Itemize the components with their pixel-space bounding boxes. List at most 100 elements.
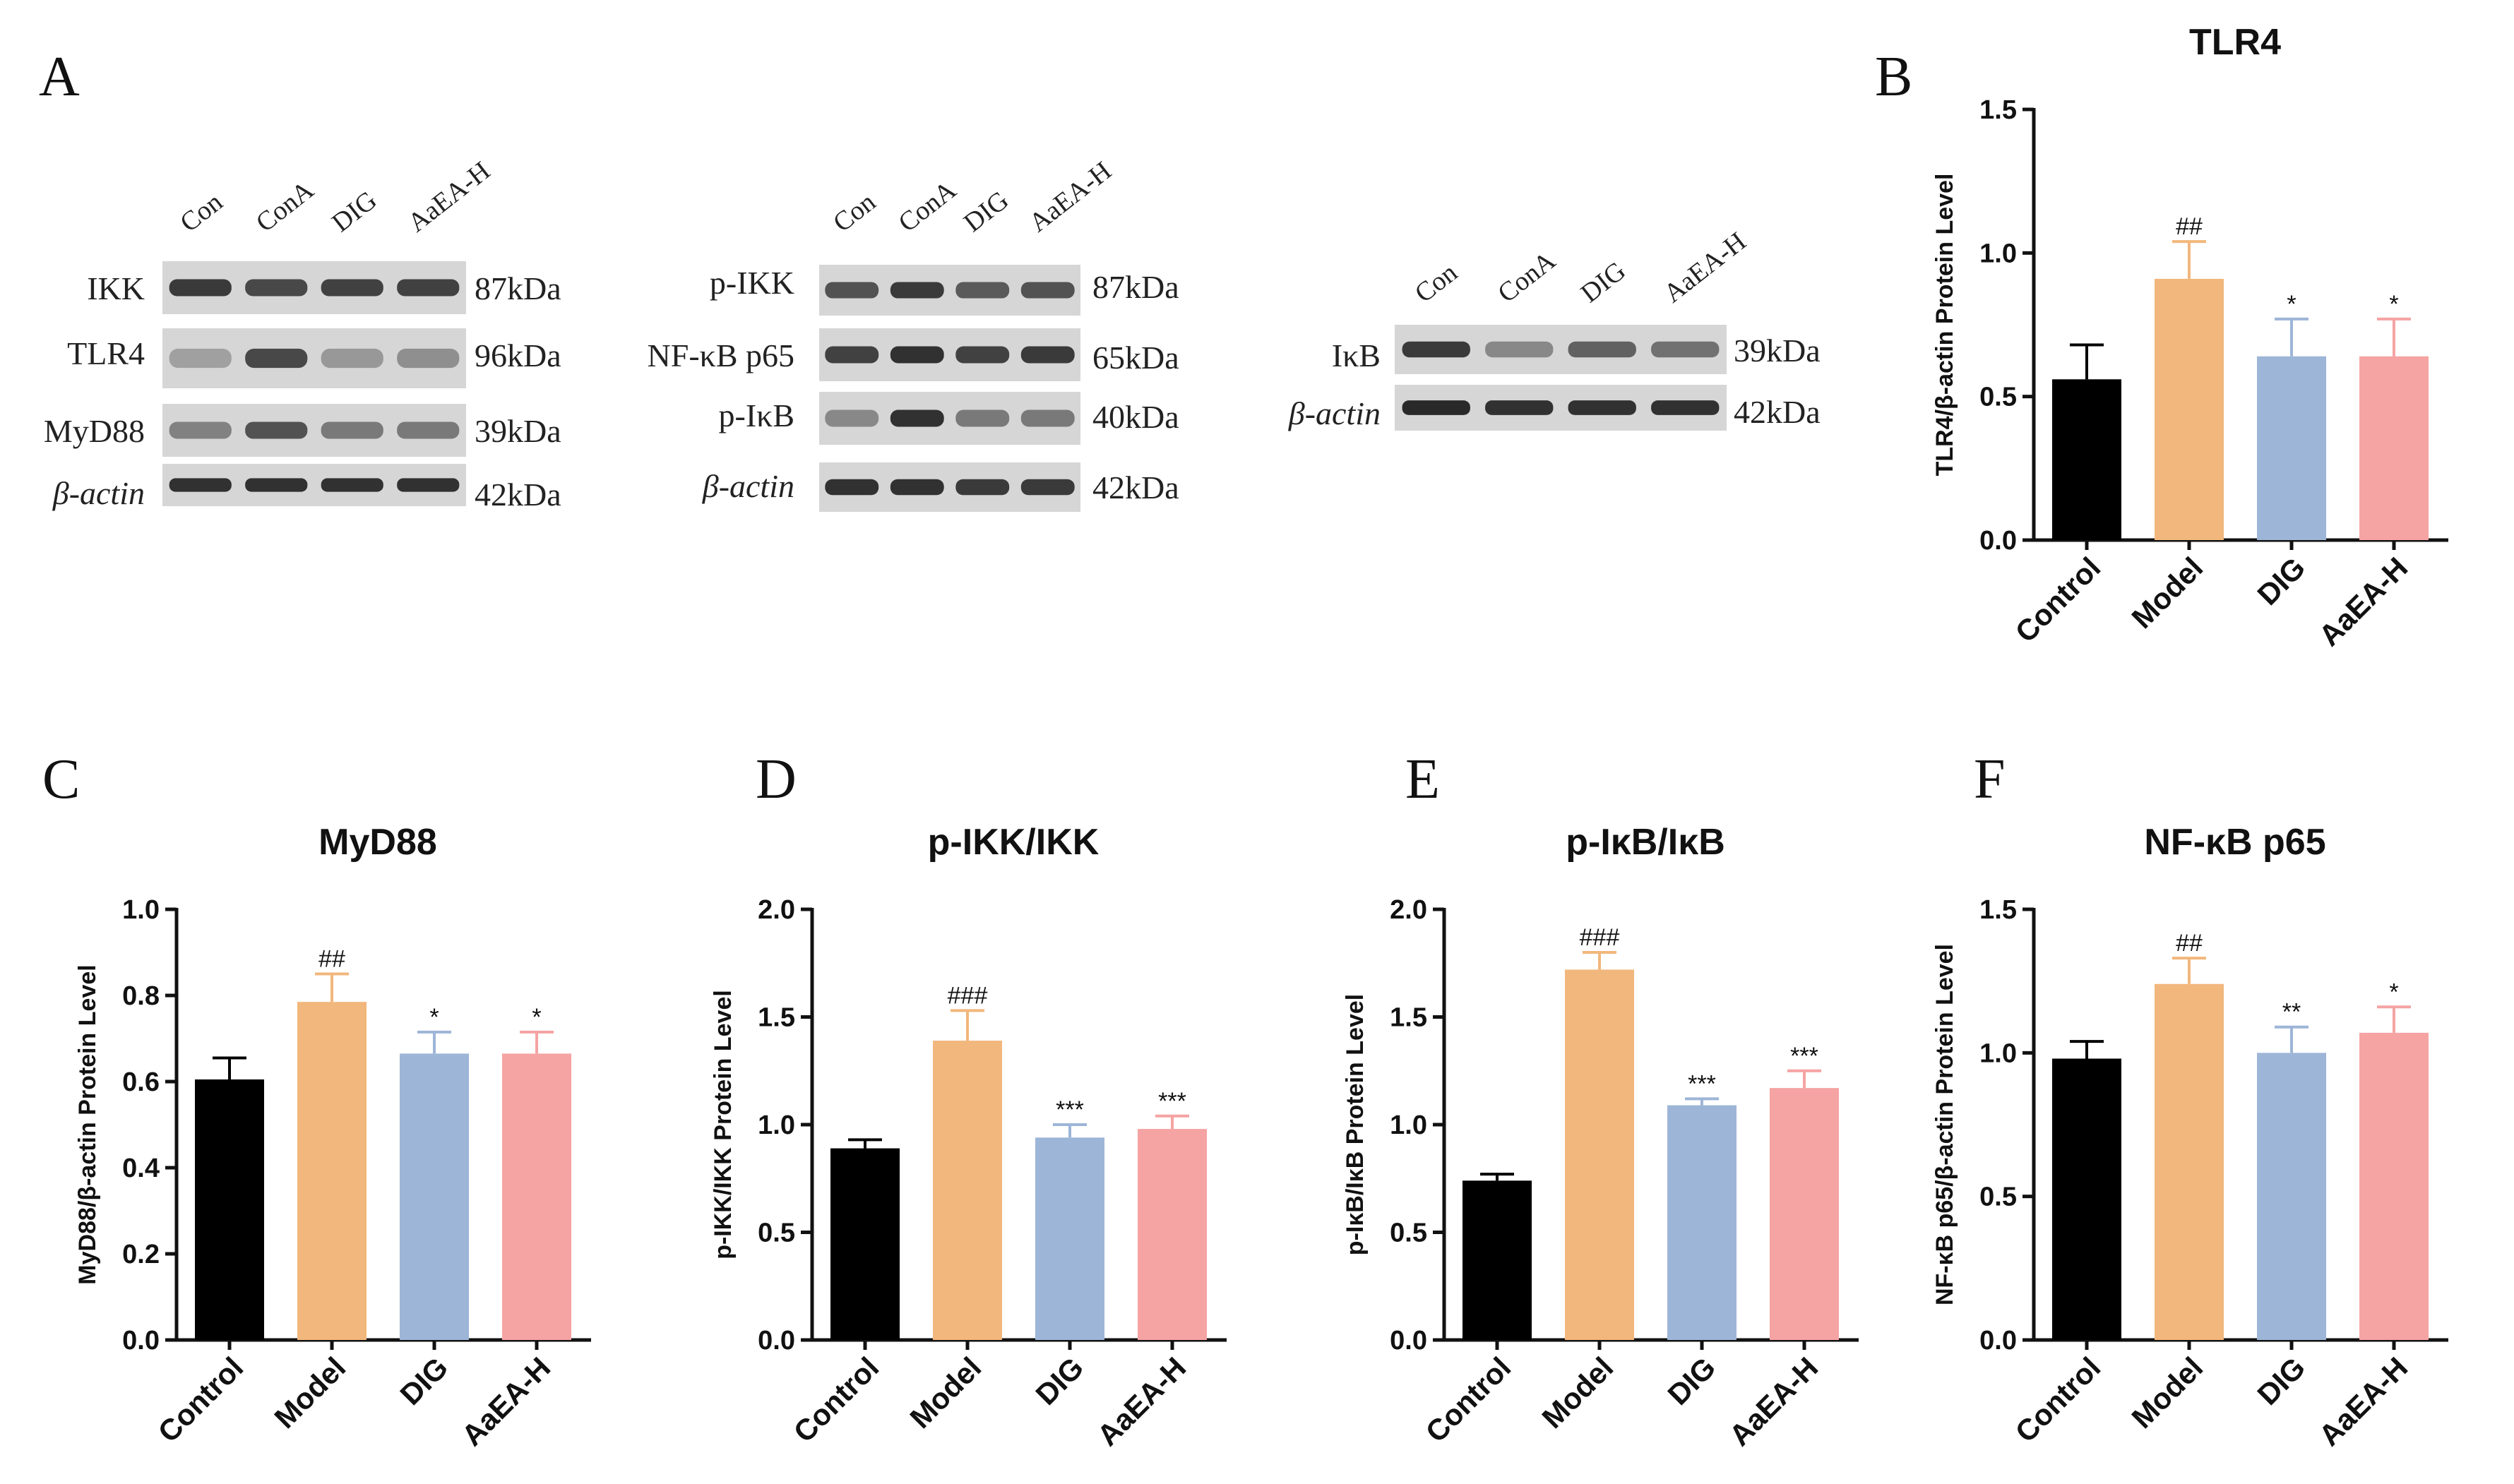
x-tick-label: Control [1419, 1351, 1518, 1449]
blot-band [825, 479, 879, 496]
blot-kda-label: 42kDa [1734, 394, 1821, 430]
y-tick-label: 0.5 [1979, 383, 2017, 412]
blot-band [169, 279, 232, 297]
y-tick-label: 1.0 [122, 895, 160, 925]
significance-label: ## [2176, 930, 2203, 957]
bar-Control [830, 1148, 900, 1340]
blot-band [825, 282, 879, 299]
significance-label: *** [1158, 1088, 1186, 1115]
blot-band [1020, 346, 1075, 364]
blot-band [1568, 341, 1636, 358]
chart-ylabel: MyD88/β-actin Protein Level [74, 964, 101, 1284]
western-blot-3: Con ConA DIG AaEA-H IκB 39kDa β-actin 42kDa [1288, 227, 1821, 431]
bar-Model [297, 1002, 367, 1340]
chart-ylabel: p-IKK/IKK Protein Level [710, 990, 737, 1259]
blot-band [955, 282, 1010, 299]
significance-label: * [2287, 291, 2296, 318]
chart-title: TLR4 [2189, 22, 2281, 63]
blot-protein-label: IKK [87, 270, 145, 306]
blot-band [1568, 400, 1636, 415]
blot-lane-label: Con [1410, 258, 1463, 309]
x-tick-label: Model [903, 1351, 987, 1435]
bar-DIG [2257, 356, 2326, 540]
x-tick-label: DIG [1029, 1351, 1090, 1411]
bar-Control [1462, 1180, 1532, 1340]
blot-band [245, 279, 308, 297]
blot-band [397, 279, 460, 297]
bar-DIG [1667, 1105, 1736, 1340]
blot-kda-label: 87kDa [475, 270, 561, 306]
bar-chart-D: p-IKK/IKK p-IKK/IKK Protein Level 0.0 0.5 1.… [710, 822, 1227, 1452]
blot-protein-label: NF-κB p65 [648, 337, 794, 373]
y-tick-label: 0.0 [758, 1326, 795, 1356]
blot-band [169, 348, 232, 369]
blot-band [890, 479, 944, 496]
panel-letter-E: E [1405, 748, 1440, 810]
blot-band [1651, 341, 1720, 358]
blot-lane-label: ConA [1492, 246, 1561, 309]
blot-band [955, 409, 1010, 427]
y-tick-label: 1.5 [1979, 95, 2017, 125]
x-tick-label: Model [2125, 551, 2209, 635]
blot-band [825, 346, 879, 364]
blot-band [397, 421, 460, 439]
blot-kda-label: 96kDa [475, 337, 561, 373]
blot-lane-label: DIG [1575, 256, 1631, 309]
blot-band [825, 409, 879, 427]
panel-letter-A: A [39, 46, 80, 108]
blot-band [321, 478, 383, 492]
y-tick-label: 2.0 [758, 895, 795, 925]
blot-band [1485, 341, 1554, 358]
significance-label: * [2389, 291, 2398, 318]
blot-strip [162, 328, 466, 388]
blot-band [955, 479, 1010, 496]
blot-band [321, 421, 383, 439]
chart-title: MyD88 [318, 822, 437, 863]
significance-label: ## [318, 946, 345, 973]
x-tick-label: Model [1535, 1351, 1619, 1435]
y-tick-label: 0.0 [1979, 1326, 2017, 1356]
bar-Model [2155, 983, 2224, 1340]
y-tick-label: 0.2 [122, 1240, 160, 1269]
blot-band [1402, 341, 1470, 358]
blot-band [321, 348, 383, 369]
y-tick-label: 1.0 [1390, 1111, 1427, 1140]
blot-protein-label: β-actin [702, 468, 794, 504]
blot-band [397, 348, 460, 369]
blot-protein-label: MyD88 [44, 413, 145, 449]
blot-kda-label: 65kDa [1092, 340, 1179, 376]
significance-label: ### [1580, 924, 1620, 951]
y-tick-label: 0.5 [1979, 1183, 2017, 1212]
y-tick-label: 0.0 [1979, 526, 2017, 556]
blot-protein-label: p-IKK [710, 265, 794, 301]
blot-band [1020, 409, 1075, 427]
x-tick-label: DIG [2251, 1351, 2311, 1411]
bar-chart-B: TLR4 TLR4/β-actin Protein Level 0.0 0.5 1.0 1… [1931, 22, 2448, 652]
blot-kda-label: 39kDa [1734, 333, 1821, 369]
y-tick-label: 1.5 [1390, 1003, 1427, 1033]
blot-protein-label: β-actin [52, 475, 145, 511]
chart-ylabel: p-IκB/IκB Protein Level [1342, 994, 1369, 1255]
chart-title: p-IKK/IKK [928, 822, 1100, 863]
bar-chart-F: NF-κB p65 NF-κB p65/β-actin Protein Level… [1931, 822, 2448, 1452]
blot-kda-label: 39kDa [475, 413, 561, 449]
bar-AaEA-H [502, 1053, 571, 1340]
western-blot-1: Con ConA DIG AaEA-H IKK 87kDa TLR4 96kDa MyD88 39… [44, 156, 561, 513]
significance-label: * [2389, 979, 2398, 1005]
panel-letter-F: F [1974, 748, 2006, 810]
panel-letter-D: D [756, 748, 797, 810]
y-tick-label: 0.4 [122, 1154, 160, 1183]
x-tick-label: AaEA-H [1723, 1351, 1825, 1452]
chart-ylabel: NF-κB p65/β-actin Protein Level [1931, 944, 1958, 1305]
bar-chart-C: MyD88 MyD88/β-actin Protein Level 0.0 0.2 0.… [74, 822, 591, 1452]
y-tick-label: 0.6 [122, 1067, 160, 1097]
blot-band [1020, 282, 1075, 299]
chart-ylabel: TLR4/β-actin Protein Level [1931, 174, 1958, 477]
y-tick-label: 0.8 [122, 981, 160, 1011]
blot-band [890, 346, 944, 364]
y-tick-label: 1.5 [1979, 895, 2017, 925]
blot-protein-label: β-actin [1288, 395, 1381, 431]
blot-lane-label: ConA [893, 175, 963, 238]
y-tick-label: 0.5 [758, 1219, 795, 1248]
significance-label: * [429, 1004, 439, 1031]
